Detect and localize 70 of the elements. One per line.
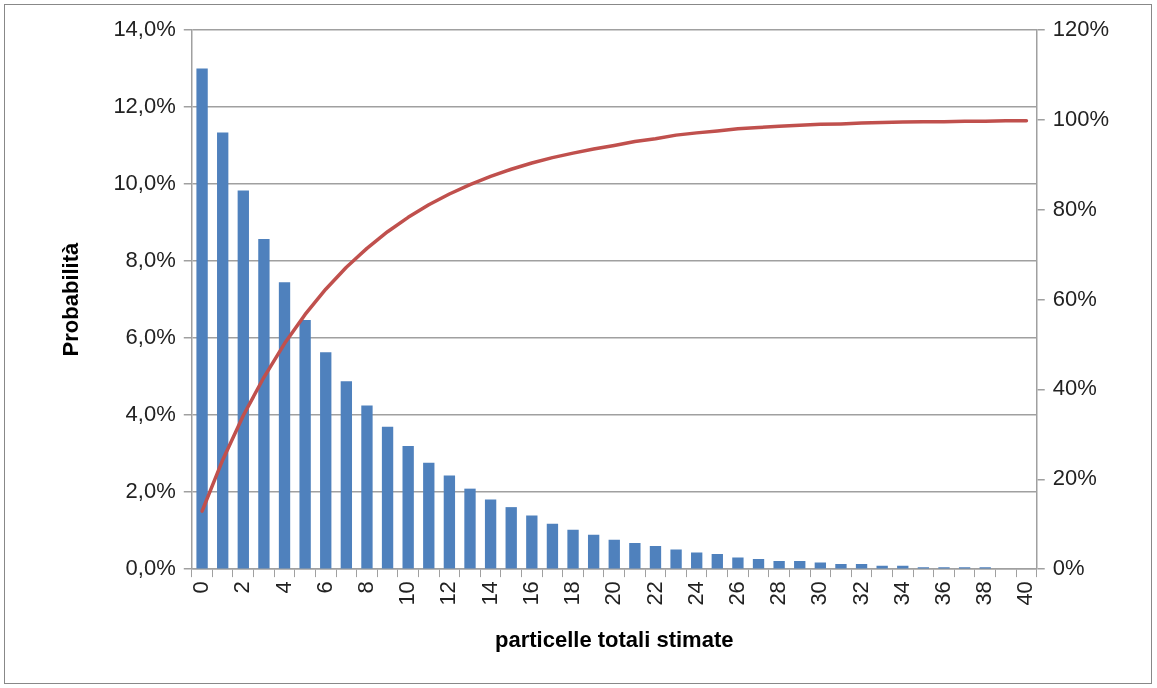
x-tick-label: 22 <box>641 581 667 606</box>
x-tick-label: 14 <box>476 581 502 606</box>
x-axis-title: particelle totali stimate <box>495 626 734 652</box>
y2-tick-label: 120% <box>1052 16 1110 42</box>
bar <box>299 319 311 569</box>
x-tick-label: 38 <box>971 581 997 606</box>
bar <box>629 542 641 569</box>
x-tick-label: 24 <box>682 581 708 606</box>
x-tick-label: 2 <box>229 581 255 594</box>
x-tick-label: 8 <box>353 581 379 594</box>
y2-tick-label: 60% <box>1052 285 1097 311</box>
bar <box>443 475 456 569</box>
bar <box>278 282 291 569</box>
y2-tick-label: 0% <box>1052 555 1085 581</box>
bar <box>773 561 785 569</box>
x-tick-label: 6 <box>311 581 337 594</box>
y-tick-label: 6,0% <box>125 324 176 350</box>
bar <box>423 462 435 569</box>
bar <box>217 132 229 569</box>
y2-tick-label: 80% <box>1052 195 1097 221</box>
bar <box>361 405 373 569</box>
x-tick-label: 16 <box>517 581 543 606</box>
y-tick-label: 14,0% <box>113 16 176 42</box>
bar <box>670 549 682 569</box>
x-tick-label: 36 <box>930 581 956 606</box>
y-tick-label: 0,0% <box>125 555 176 581</box>
x-tick-label: 28 <box>765 581 791 606</box>
bar <box>402 445 414 569</box>
x-tick-label: 34 <box>888 581 914 606</box>
x-tick-label: 32 <box>847 581 873 606</box>
x-tick-label: 12 <box>435 581 461 606</box>
bar <box>237 190 249 569</box>
x-tick-label: 20 <box>600 581 626 606</box>
bar <box>546 523 559 569</box>
bar <box>732 557 744 569</box>
x-tick-label: 4 <box>270 581 296 594</box>
x-tick-label: 30 <box>806 581 832 606</box>
x-tick-label: 0 <box>188 581 214 594</box>
y2-tick-label: 20% <box>1052 465 1097 491</box>
bar <box>567 529 579 569</box>
y-axis-title: Probabilità <box>58 241 84 357</box>
y-tick-label: 4,0% <box>125 401 176 427</box>
x-tick-label: 40 <box>1012 581 1038 606</box>
y2-tick-label: 100% <box>1052 105 1110 131</box>
y2-tick-label: 40% <box>1052 375 1097 401</box>
bar <box>505 507 517 569</box>
y-tick-label: 2,0% <box>125 478 176 504</box>
x-tick-label: 26 <box>723 581 749 606</box>
bar <box>752 559 765 569</box>
bar <box>320 352 332 569</box>
y-tick-label: 8,0% <box>125 247 176 273</box>
bar <box>835 564 847 569</box>
x-tick-label: 10 <box>394 581 420 606</box>
bar <box>649 546 662 569</box>
y-tick-label: 10,0% <box>113 170 176 196</box>
bar <box>711 554 723 569</box>
bar <box>381 426 394 569</box>
bar <box>484 499 497 569</box>
bar <box>196 68 208 569</box>
bar <box>587 534 600 569</box>
bar <box>464 488 476 569</box>
y-tick-label: 12,0% <box>113 93 176 119</box>
bar <box>855 564 868 569</box>
bar <box>340 381 353 569</box>
bar <box>526 515 538 569</box>
bar <box>691 552 703 569</box>
x-tick-label: 18 <box>559 581 585 606</box>
bar <box>258 239 270 569</box>
bar <box>608 539 620 569</box>
bar <box>794 561 806 569</box>
